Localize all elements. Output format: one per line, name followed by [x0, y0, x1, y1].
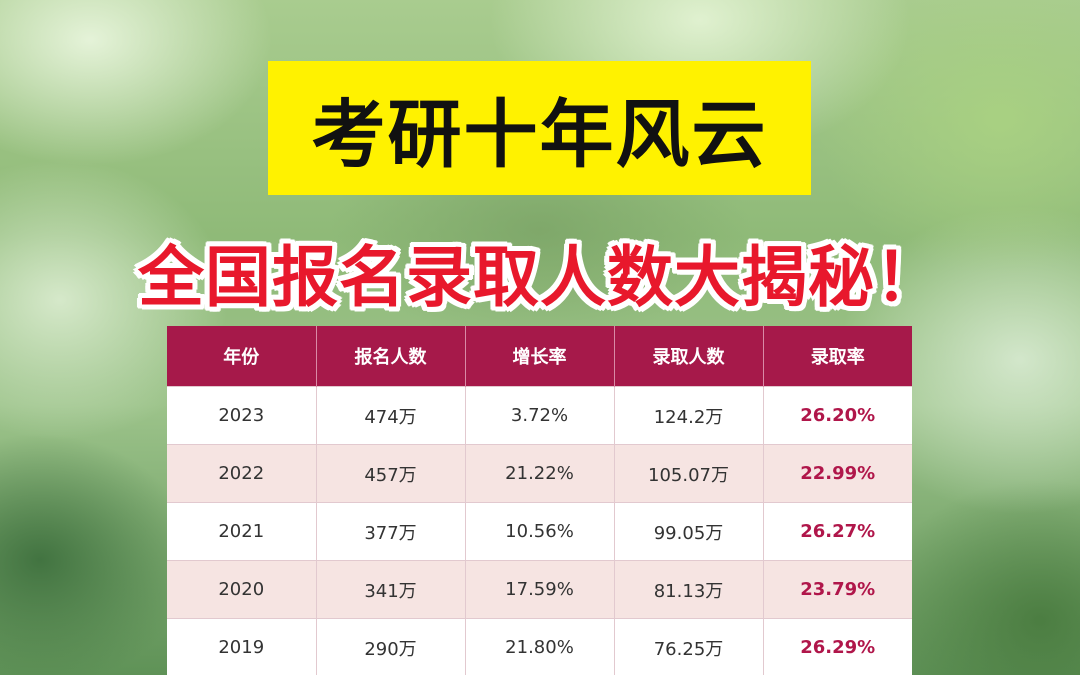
cell-year: 2023	[167, 386, 317, 445]
cell-year: 2021	[167, 502, 317, 561]
cell-applicants: 290万	[316, 618, 466, 675]
page-subtitle: 全国报名录取人数大揭秘！	[138, 239, 942, 316]
page-title: 考研十年风云	[311, 91, 768, 178]
cell-growth-rate: 17.59%	[465, 560, 615, 619]
cell-admission-rate: 26.20%	[763, 386, 912, 445]
cell-admitted: 124.2万	[614, 386, 764, 445]
cell-applicants: 377万	[316, 502, 466, 561]
cell-applicants: 457万	[316, 444, 466, 503]
cell-growth-rate: 21.22%	[465, 444, 615, 503]
cell-admitted: 81.13万	[614, 560, 764, 619]
cell-admission-rate: 26.29%	[763, 618, 912, 675]
cell-admission-rate: 23.79%	[763, 560, 912, 619]
header-year: 年份	[167, 326, 317, 387]
cell-growth-rate: 10.56%	[465, 502, 615, 561]
cell-year: 2019	[167, 618, 317, 675]
table-header-row: 年份 报名人数 增长率 录取人数 录取率	[167, 326, 912, 387]
cell-admitted: 99.05万	[614, 502, 764, 561]
table-row: 2022 457万 21.22% 105.07万 22.99%	[167, 444, 912, 503]
cell-applicants: 341万	[316, 560, 466, 619]
header-growth-rate: 增长率	[465, 326, 615, 387]
table-row: 2021 377万 10.56% 99.05万 26.27%	[167, 502, 912, 561]
cell-admitted: 105.07万	[614, 444, 764, 503]
cell-growth-rate: 21.80%	[465, 618, 615, 675]
admissions-table: 年份 报名人数 增长率 录取人数 录取率 2023 474万 3.72% 124…	[167, 326, 912, 675]
header-admission-rate: 录取率	[763, 326, 912, 387]
table-row: 2019 290万 21.80% 76.25万 26.29%	[167, 618, 912, 675]
cell-admission-rate: 26.27%	[763, 502, 912, 561]
cell-year: 2020	[167, 560, 317, 619]
header-admitted: 录取人数	[614, 326, 764, 387]
header-applicants: 报名人数	[316, 326, 466, 387]
cell-applicants: 474万	[316, 386, 466, 445]
table-row: 2020 341万 17.59% 81.13万 23.79%	[167, 560, 912, 619]
cell-admitted: 76.25万	[614, 618, 764, 675]
cell-year: 2022	[167, 444, 317, 503]
cell-growth-rate: 3.72%	[465, 386, 615, 445]
cell-admission-rate: 22.99%	[763, 444, 912, 503]
title-banner: 考研十年风云	[268, 61, 811, 195]
table-row: 2023 474万 3.72% 124.2万 26.20%	[167, 386, 912, 445]
admissions-table-card: 年份 报名人数 增长率 录取人数 录取率 2023 474万 3.72% 124…	[167, 326, 912, 675]
